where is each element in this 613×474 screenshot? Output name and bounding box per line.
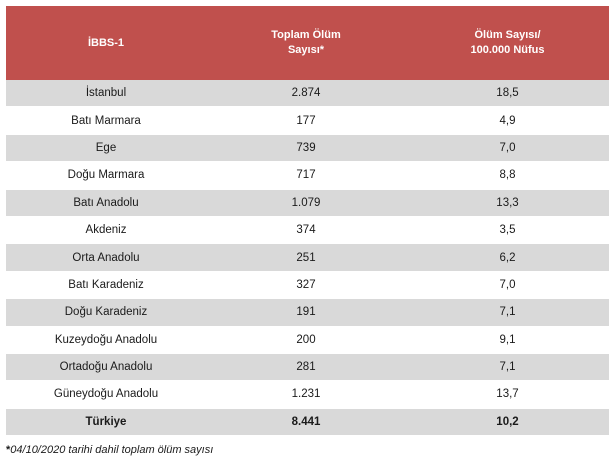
cell-region: Türkiye	[6, 408, 206, 437]
table-body: İstanbul 2.874 18,5 Batı Marmara 177 4,9 Ege 73…	[6, 80, 609, 437]
cell-region: Ege	[6, 134, 206, 163]
table-total-row: Türkiye 8.441 10,2	[6, 408, 609, 437]
cell-region: Doğu Marmara	[6, 161, 206, 190]
cell-deaths-per-100k: 13,7	[406, 380, 609, 409]
cell-total-deaths: 739	[206, 134, 406, 163]
table-row: Güneydoğu Anadolu 1.231 13,7	[6, 380, 609, 409]
regional-deaths-table: İBBS-1 Toplam Ölüm Sayısı* Ölüm Sayısı/ …	[6, 6, 609, 437]
data-table-container: İBBS-1 Toplam Ölüm Sayısı* Ölüm Sayısı/ …	[6, 6, 609, 437]
table-row: Batı Marmara 177 4,9	[6, 106, 609, 135]
cell-deaths-per-100k: 3,5	[406, 216, 609, 245]
table-row: Batı Karadeniz 327 7,0	[6, 271, 609, 300]
cell-deaths-per-100k: 6,2	[406, 243, 609, 272]
header-region: İBBS-1	[6, 6, 206, 80]
table-row: Akdeniz 374 3,5	[6, 216, 609, 245]
cell-region: Orta Anadolu	[6, 243, 206, 272]
cell-region: Batı Marmara	[6, 106, 206, 135]
cell-region: Batı Anadolu	[6, 189, 206, 217]
table-row: Ege 739 7,0	[6, 134, 609, 163]
cell-deaths-per-100k: 18,5	[406, 80, 609, 108]
cell-total-deaths: 191	[206, 298, 406, 327]
cell-total-deaths: 281	[206, 353, 406, 382]
cell-deaths-per-100k: 13,3	[406, 189, 609, 217]
cell-region: İstanbul	[6, 80, 206, 108]
cell-region: Güneydoğu Anadolu	[6, 380, 206, 409]
cell-deaths-per-100k: 7,0	[406, 271, 609, 300]
header-total-deaths: Toplam Ölüm Sayısı*	[206, 6, 406, 80]
cell-total-deaths: 1.079	[206, 189, 406, 217]
table-row: Doğu Marmara 717 8,8	[6, 161, 609, 190]
cell-total-deaths: 251	[206, 243, 406, 272]
table-row: Batı Anadolu 1.079 13,3	[6, 189, 609, 217]
cell-total-deaths: 2.874	[206, 80, 406, 108]
table-header-row: İBBS-1 Toplam Ölüm Sayısı* Ölüm Sayısı/ …	[6, 6, 609, 80]
table-row: Orta Anadolu 251 6,2	[6, 243, 609, 272]
cell-deaths-per-100k: 7,1	[406, 353, 609, 382]
cell-total-deaths: 717	[206, 161, 406, 190]
cell-total-deaths: 200	[206, 326, 406, 354]
cell-deaths-per-100k: 9,1	[406, 326, 609, 354]
cell-total-deaths: 327	[206, 271, 406, 300]
cell-deaths-per-100k: 8,8	[406, 161, 609, 190]
header-deaths-per-100k: Ölüm Sayısı/ 100.000 Nüfus	[406, 6, 609, 80]
cell-deaths-per-100k: 7,1	[406, 298, 609, 327]
table-row: Kuzeydoğu Anadolu 200 9,1	[6, 326, 609, 354]
cell-total-deaths: 1.231	[206, 380, 406, 409]
cell-deaths-per-100k: 7,0	[406, 134, 609, 163]
footnote-text: 04/10/2020 tarihi dahil toplam ölüm sayı…	[10, 444, 214, 456]
table-row: Doğu Karadeniz 191 7,1	[6, 298, 609, 327]
footnote-star: *	[6, 444, 11, 456]
cell-region: Ortadoğu Anadolu	[6, 353, 206, 382]
cell-total-deaths: 374	[206, 216, 406, 245]
cell-region: Akdeniz	[6, 216, 206, 245]
cell-deaths-per-100k: 4,9	[406, 106, 609, 135]
cell-region: Kuzeydoğu Anadolu	[6, 326, 206, 354]
cell-region: Doğu Karadeniz	[6, 298, 206, 327]
cell-deaths-per-100k: 10,2	[406, 408, 609, 437]
cell-region: Batı Karadeniz	[6, 271, 206, 300]
table-row: İstanbul 2.874 18,5	[6, 80, 609, 108]
cell-total-deaths: 8.441	[206, 408, 406, 437]
footnote: *04/10/2020 tarihi dahil toplam ölüm say…	[6, 444, 213, 456]
table-row: Ortadoğu Anadolu 281 7,1	[6, 353, 609, 382]
cell-total-deaths: 177	[206, 106, 406, 135]
